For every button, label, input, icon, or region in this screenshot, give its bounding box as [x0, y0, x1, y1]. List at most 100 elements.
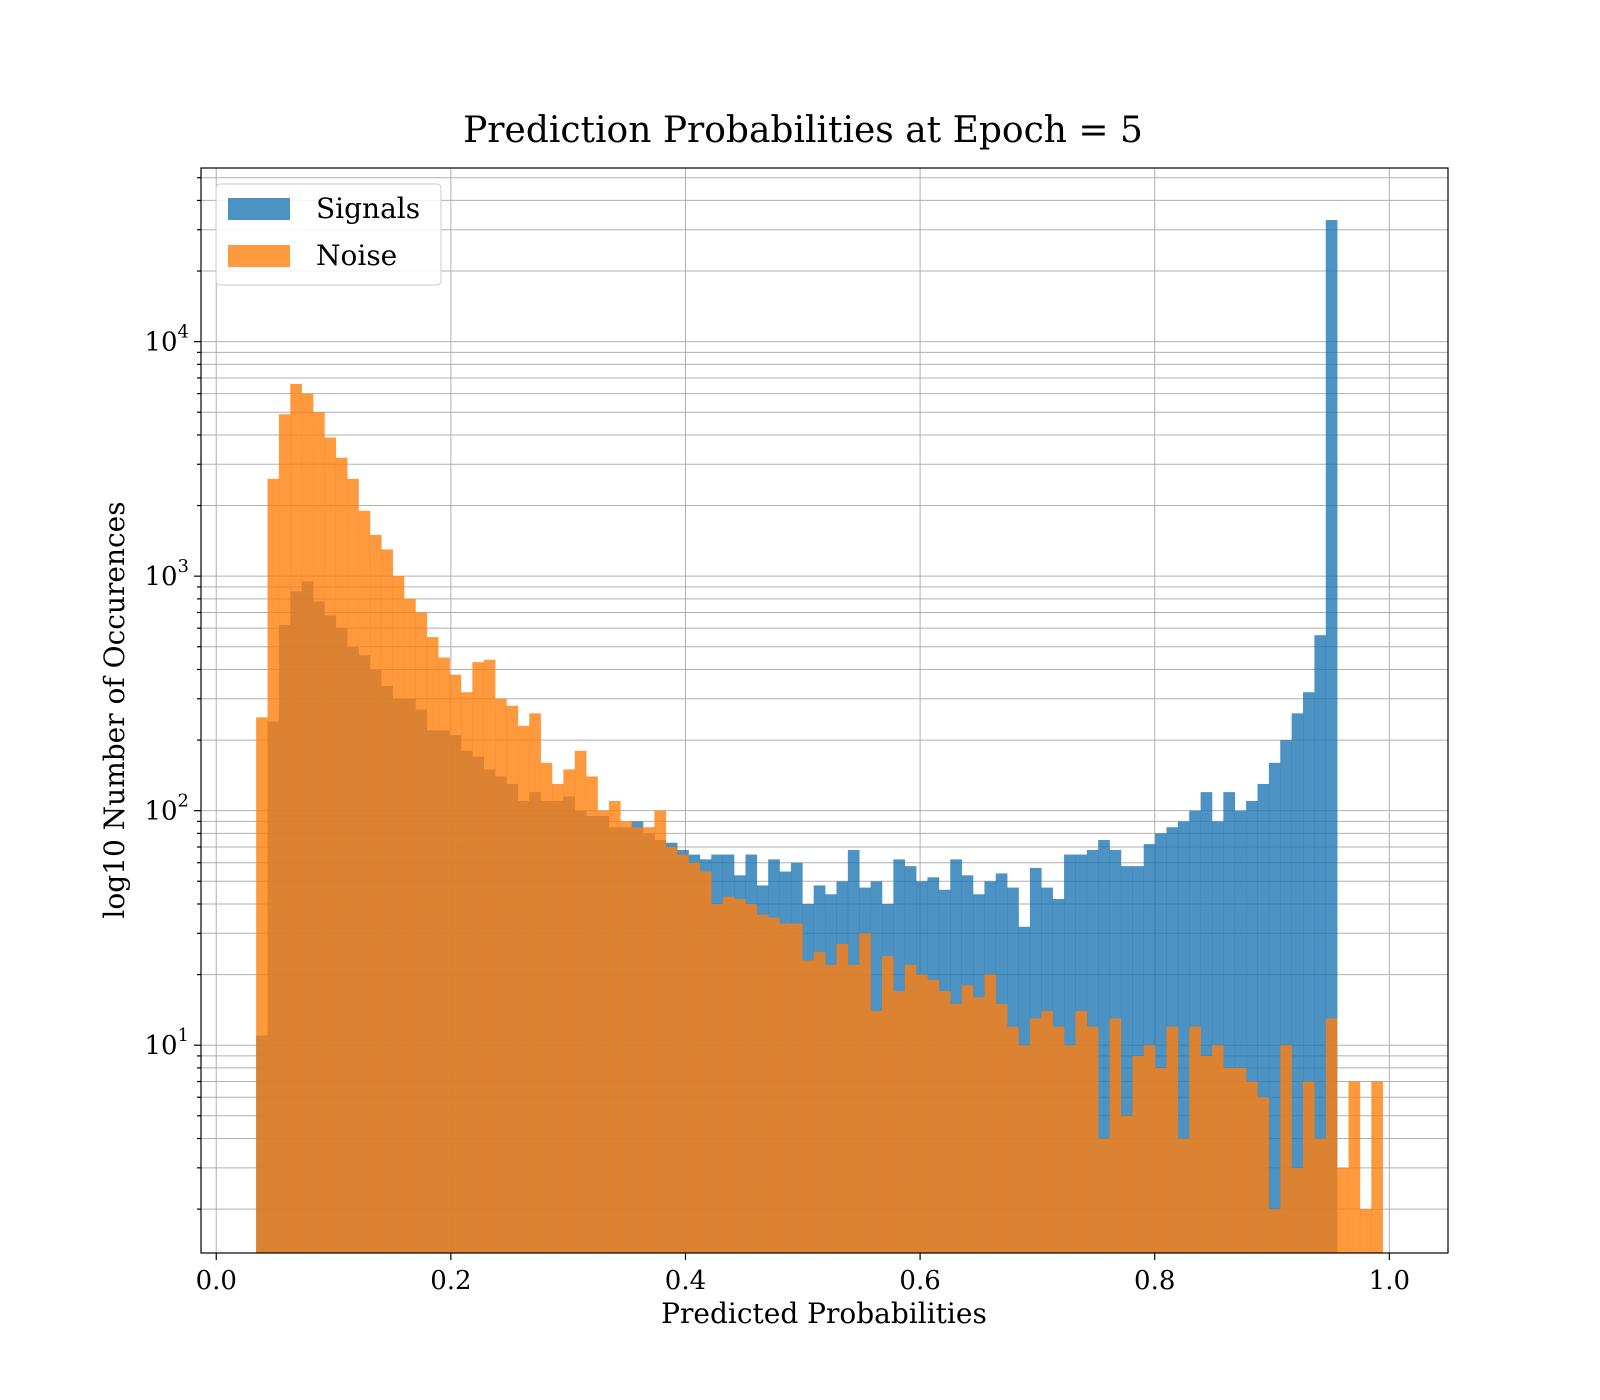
bar-noise-15 [426, 637, 439, 1253]
bar-noise-72 [1075, 1010, 1088, 1253]
bar-noise-60 [938, 991, 951, 1253]
bar-noise-67 [1018, 1045, 1031, 1253]
bar-noise-98 [1371, 1081, 1383, 1253]
y-tick-label-exponent: 1 [178, 1025, 189, 1046]
bar-noise-18 [460, 692, 473, 1253]
bar-signals-74 [1098, 839, 1110, 1253]
bar-noise-32 [620, 821, 632, 1253]
bar-noise-73 [1086, 1026, 1099, 1253]
bar-noise-47 [790, 923, 803, 1253]
x-tick-label: 1.0 [1369, 1266, 1410, 1296]
bar-noise-77 [1132, 1055, 1144, 1253]
bar-noise-71 [1064, 1045, 1076, 1253]
plot-frame [200, 167, 1449, 1254]
bar-noise-61 [950, 1003, 962, 1253]
bar-noise-2 [278, 414, 291, 1253]
bar-noise-96 [1348, 1081, 1361, 1253]
bar-signals-94 [1325, 220, 1338, 1253]
bar-noise-31 [608, 800, 621, 1253]
bar-noise-97 [1359, 1209, 1372, 1253]
bar-noise-3 [290, 383, 302, 1253]
bar-signals-76 [1120, 866, 1133, 1253]
y-tick-label-exponent: 2 [178, 791, 189, 812]
y-tick-label-exponent: 3 [178, 556, 189, 577]
bar-noise-87 [1246, 1081, 1258, 1253]
bar-noise-38 [688, 862, 701, 1253]
bar-noise-22 [506, 705, 519, 1253]
y-tick-label: 102 [144, 791, 189, 827]
bar-noise-21 [495, 698, 507, 1253]
bar-noise-19 [472, 662, 485, 1253]
bar-noise-11 [381, 549, 393, 1253]
bar-noise-7 [335, 457, 348, 1254]
bar-noise-76 [1120, 1115, 1133, 1253]
bar-noise-28 [574, 750, 587, 1253]
x-tick-label: 0.0 [196, 1266, 237, 1296]
bar-noise-9 [358, 510, 371, 1253]
bar-signals-93 [1314, 635, 1327, 1253]
bar-noise-78 [1143, 1045, 1156, 1253]
bar-noise-89 [1268, 1209, 1281, 1253]
bar-noise-57 [904, 964, 917, 1253]
bar-noise-95 [1337, 1167, 1349, 1253]
bar-signals-91 [1291, 713, 1304, 1253]
bar-noise-10 [369, 534, 382, 1253]
bar-noise-41 [722, 896, 735, 1253]
bar-noise-45 [768, 917, 780, 1253]
bar-noise-46 [779, 923, 792, 1253]
bar-noise-39 [699, 871, 712, 1253]
bar-noise-54 [870, 1010, 883, 1253]
bar-noise-29 [586, 776, 598, 1253]
bar-noise-49 [813, 951, 826, 1253]
bar-noise-17 [449, 674, 462, 1253]
bar-noise-83 [1200, 1055, 1213, 1253]
bar-noise-30 [597, 810, 610, 1253]
bar-noise-90 [1280, 1045, 1292, 1253]
bar-noise-27 [563, 769, 576, 1253]
y-tick-label: 104 [144, 322, 189, 358]
y-tick-label-base: 10 [144, 328, 177, 358]
bar-signals-85 [1223, 792, 1236, 1253]
bar-noise-65 [995, 1003, 1008, 1253]
bar-signals-87 [1246, 800, 1258, 1253]
bar-noise-58 [916, 974, 928, 1253]
bar-noise-16 [438, 657, 450, 1253]
bar-noise-43 [745, 904, 758, 1253]
bar-noise-62 [961, 985, 974, 1253]
bar-noise-91 [1291, 1167, 1304, 1253]
x-tick-label: 0.4 [665, 1266, 706, 1296]
bar-noise-86 [1234, 1067, 1247, 1253]
bar-signals-81 [1177, 821, 1190, 1253]
bar-noise-66 [1007, 1026, 1019, 1253]
bar-noise-53 [859, 933, 871, 1253]
bar-noise-33 [631, 827, 644, 1253]
bar-signals-90 [1280, 740, 1292, 1253]
bar-noise-51 [836, 944, 849, 1253]
bar-noise-5 [313, 412, 325, 1254]
bar-noise-92 [1303, 1081, 1315, 1253]
bar-noise-36 [665, 847, 678, 1253]
legend: Signals Noise [215, 183, 442, 286]
bar-noise-94 [1325, 1018, 1338, 1253]
bar-noise-84 [1211, 1045, 1224, 1253]
bar-noise-63 [973, 997, 985, 1253]
bar-signals-84 [1211, 821, 1224, 1253]
y-tick-label-base: 10 [144, 1031, 177, 1061]
y-tick-label-exponent: 4 [178, 322, 189, 343]
bar-noise-88 [1257, 1097, 1270, 1253]
y-axis-label: log10 Number of Occurences [98, 501, 131, 918]
bar-noise-75 [1109, 1018, 1122, 1253]
bar-noise-1 [267, 478, 280, 1254]
x-axis-label: Predicted Probabilities [661, 1297, 987, 1330]
bar-noise-81 [1177, 1138, 1190, 1253]
bar-noise-13 [404, 598, 416, 1253]
legend-swatch-signals [228, 198, 290, 220]
bar-noise-20 [483, 659, 496, 1253]
bar-noise-40 [711, 904, 723, 1253]
bar-noise-68 [1029, 1018, 1042, 1253]
bar-noise-55 [881, 956, 894, 1253]
bar-noise-44 [756, 914, 769, 1253]
chart-title: Prediction Probabilities at Epoch = 5 [463, 110, 1143, 151]
bar-noise-93 [1314, 1138, 1327, 1253]
